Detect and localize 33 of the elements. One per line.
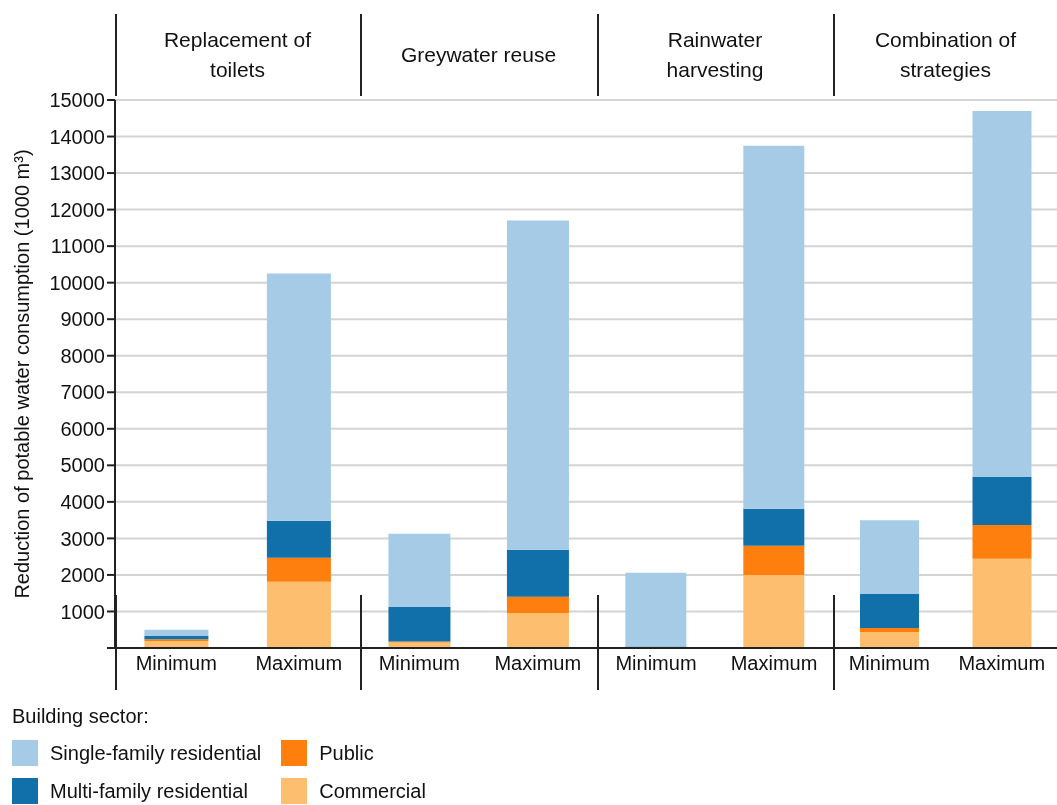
x-tick-label: Minimum <box>615 652 697 675</box>
y-tick-label: 3000 <box>60 527 105 550</box>
chart-title: Greywater reuse <box>400 42 557 68</box>
y-tick-label: 15000 <box>49 89 105 112</box>
y-tick-label: 8000 <box>60 344 105 367</box>
y-tick-label: 2000 <box>60 564 105 587</box>
x-tick-label: Maximum <box>494 652 582 675</box>
x-tick-label: Maximum <box>255 652 343 675</box>
chart-title: Combination of strategies <box>873 27 1018 83</box>
y-tick-label: 10000 <box>49 271 105 294</box>
legend-label: Multi-family residential <box>50 779 248 803</box>
y-tick-label: 12000 <box>49 198 105 221</box>
x-tick-label: Minimum <box>378 652 460 675</box>
y-tick-label: 5000 <box>60 454 105 477</box>
x-tick-label: Minimum <box>135 652 217 675</box>
y-tick-label: 7000 <box>60 381 105 404</box>
x-tick-label: Maximum <box>730 652 818 675</box>
legend-label: Public <box>319 741 374 765</box>
y-tick-label: 6000 <box>60 417 105 440</box>
y-tick-label: 11000 <box>50 235 105 258</box>
y-tick-label: 9000 <box>60 308 105 331</box>
chart-title: Replacement of toilets <box>162 27 313 83</box>
y-tick-label: 1000 <box>60 600 105 623</box>
y-tick-label: 14000 <box>49 125 105 148</box>
legend-title: Building sector: <box>12 705 150 728</box>
y-tick-label: 4000 <box>60 490 105 513</box>
chart-title: Rainwater harvesting <box>665 27 765 83</box>
y-tick-label: 13000 <box>49 162 105 185</box>
legend-label: Commercial <box>319 779 426 803</box>
x-tick-label: Minimum <box>848 652 930 675</box>
x-tick-label: Maximum <box>958 652 1046 675</box>
legend-label: Single-family residential <box>50 741 262 765</box>
y-axis-title: Reduction of potable water consumption (1000 m³) <box>10 149 34 599</box>
